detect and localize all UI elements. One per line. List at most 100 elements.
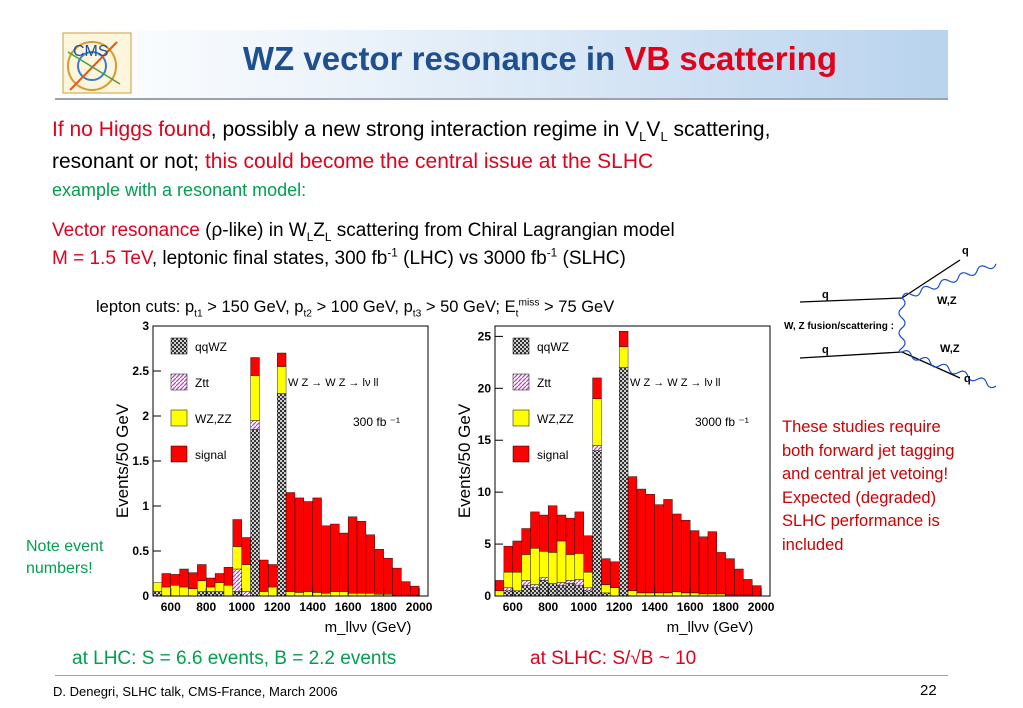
bar-qqwz: [539, 580, 549, 597]
title-part-1: WZ vector resonance in: [242, 40, 625, 77]
bar-signal: [618, 330, 629, 347]
bar-signal: [583, 535, 593, 573]
bar-wzzz: [530, 548, 540, 585]
y-tick-label: 3: [142, 319, 149, 333]
legend-swatch: [170, 445, 188, 463]
x-tick-label: 1600: [677, 600, 704, 614]
bar-wzzz: [223, 585, 234, 597]
y-axis-label: Events/50 GeV: [455, 403, 474, 518]
bar-wzzz: [303, 591, 313, 597]
bar-wzzz: [188, 588, 198, 597]
bar-signal: [689, 530, 700, 594]
y-tick-label: 1: [142, 499, 149, 513]
cuts-t1: t1: [194, 308, 203, 320]
cuts-miss: miss: [518, 297, 540, 309]
sub-l-4: L: [324, 230, 332, 244]
bar-wzzz: [197, 580, 207, 592]
bar-signal: [339, 532, 349, 592]
bar-signal: [206, 577, 216, 588]
bar-wzzz: [601, 584, 611, 594]
bar-signal: [592, 377, 602, 399]
cuts-c: > 100 GeV, p: [311, 298, 413, 316]
intro-text-b: V: [646, 118, 661, 141]
bar-signal: [294, 497, 305, 593]
bar-signal: [365, 534, 375, 594]
bar-wzzz: [161, 586, 171, 597]
studies-line: These studies require: [782, 418, 941, 436]
bar-signal: [707, 531, 717, 595]
bar-wzzz: [152, 582, 163, 592]
bar-signal: [565, 517, 576, 555]
bar-signal: [539, 514, 549, 552]
bar-signal: [312, 497, 322, 593]
note-event-numbers: Note event numbers!: [26, 536, 103, 580]
bar-wzzz: [556, 540, 567, 583]
bar-qqwz: [152, 591, 163, 597]
bar-signal: [698, 536, 709, 595]
bar-signal: [197, 564, 207, 581]
bar-ztt: [232, 568, 242, 592]
bar-wzzz: [330, 591, 340, 597]
x-tick-label: 600: [503, 600, 523, 614]
legend-label: qqWZ: [195, 340, 227, 354]
slhc-result: at SLHC: S/√B ~ 10: [530, 648, 697, 669]
bar-signal: [401, 581, 411, 596]
intro-text-d: resonant or not;: [52, 150, 205, 173]
page-title: WZ vector resonance in VB scattering: [150, 40, 930, 78]
bar-wzzz: [548, 552, 558, 584]
bar-ztt: [250, 420, 260, 430]
bar-wzzz: [285, 591, 296, 597]
y-tick-label: 15: [478, 433, 492, 447]
bar-ztt: [565, 580, 576, 584]
x-tick-label: 1000: [570, 600, 597, 614]
bar-signal: [725, 558, 735, 596]
model-text-c: Z: [313, 220, 325, 241]
bar-signal: [303, 501, 313, 592]
bar-signal: [223, 566, 234, 586]
bar-signal: [627, 476, 638, 592]
lepton-cuts: lepton cuts: pt1 > 150 GeV, pt2 > 100 Ge…: [96, 297, 614, 320]
q-in-top-label: q: [822, 289, 829, 301]
sub-l-1: L: [639, 129, 647, 145]
bar-signal: [232, 519, 242, 547]
bar-signal: [276, 352, 287, 367]
studies-line: and central jet vetoing!: [782, 465, 949, 483]
x-axis-label: m_llνν (GeV): [325, 619, 412, 636]
lhc-result: at LHC: S = 6.6 events, B = 2.2 events: [72, 648, 397, 669]
cuts-b: > 150 GeV, p: [202, 298, 304, 316]
bar-signal: [383, 557, 393, 595]
x-tick-label: 1400: [641, 600, 668, 614]
bar-signal: [259, 559, 269, 592]
legend-label: WZ,ZZ: [537, 412, 574, 426]
x-axis-label: m_llνν (GeV): [667, 619, 754, 636]
bar-signal: [663, 499, 673, 594]
legend-label: Ztt: [537, 376, 552, 390]
bar-qqwz: [250, 429, 260, 597]
bar-ztt: [556, 582, 567, 586]
intro-line-3: example with a resonant model:: [52, 180, 307, 200]
bar-qqwz: [548, 583, 558, 597]
bar-wzzz: [512, 571, 522, 592]
legend-swatch: [170, 373, 188, 391]
x-tick-label: 1200: [264, 600, 291, 614]
bar-wzzz: [259, 591, 269, 597]
bar-signal: [285, 492, 296, 592]
process-label: W Z → W Z → lν ll: [630, 377, 720, 389]
bar-qqwz: [276, 393, 287, 597]
bar-signal: [681, 519, 691, 594]
bar-wzzz: [206, 586, 216, 592]
studies-line: SLHC performance is: [782, 512, 940, 530]
bar-signal: [548, 505, 558, 553]
y-tick-label: 0.5: [132, 544, 149, 558]
chart-lhc: 600 800 1000 1200 1400 1600 1800 2000 0 0.5 1 1.5 2 2…: [113, 319, 433, 636]
cuts-t: t: [515, 308, 519, 320]
bar-ztt: [241, 591, 251, 597]
bar-wzzz: [312, 592, 322, 597]
y-tick-label: 0: [484, 589, 491, 603]
studies-line: both forward jet tagging: [782, 441, 955, 460]
title-divider: [55, 98, 948, 100]
intro-text-a: , possibly a new strong interaction regi…: [210, 118, 640, 141]
model-text-a: (: [199, 220, 212, 241]
x-tick-label: 800: [538, 600, 558, 614]
bar-wzzz: [214, 582, 225, 592]
